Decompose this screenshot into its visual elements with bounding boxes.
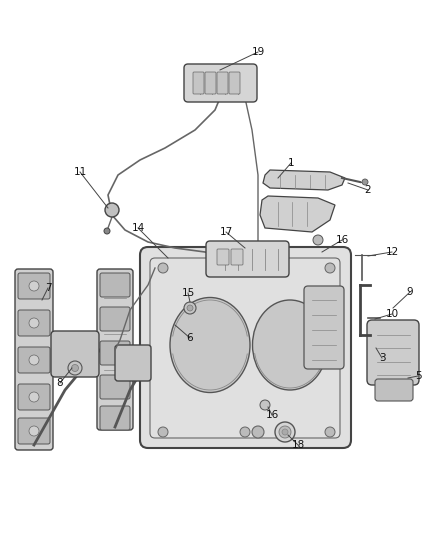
Circle shape xyxy=(158,263,168,273)
Text: 10: 10 xyxy=(385,309,399,319)
FancyBboxPatch shape xyxy=(18,384,50,410)
Polygon shape xyxy=(260,196,335,232)
Text: 16: 16 xyxy=(265,410,279,420)
Circle shape xyxy=(187,305,193,311)
Circle shape xyxy=(29,392,39,402)
FancyBboxPatch shape xyxy=(304,286,344,369)
FancyBboxPatch shape xyxy=(217,72,228,94)
Circle shape xyxy=(325,427,335,437)
FancyBboxPatch shape xyxy=(18,418,50,444)
Circle shape xyxy=(29,355,39,365)
FancyBboxPatch shape xyxy=(97,269,133,430)
Polygon shape xyxy=(263,170,345,190)
Text: 5: 5 xyxy=(415,371,421,381)
Circle shape xyxy=(29,318,39,328)
Text: 16: 16 xyxy=(336,235,349,245)
Text: 14: 14 xyxy=(131,223,145,233)
Circle shape xyxy=(158,427,168,437)
Circle shape xyxy=(313,235,323,245)
FancyBboxPatch shape xyxy=(100,375,130,399)
FancyBboxPatch shape xyxy=(140,247,351,448)
Circle shape xyxy=(282,429,288,435)
Circle shape xyxy=(71,365,78,372)
FancyBboxPatch shape xyxy=(100,341,130,365)
Circle shape xyxy=(29,426,39,436)
Circle shape xyxy=(240,263,250,273)
Circle shape xyxy=(184,302,196,314)
FancyBboxPatch shape xyxy=(206,241,289,277)
FancyBboxPatch shape xyxy=(193,72,204,94)
FancyBboxPatch shape xyxy=(367,320,419,385)
Circle shape xyxy=(68,361,82,375)
Text: 9: 9 xyxy=(407,287,413,297)
FancyBboxPatch shape xyxy=(100,406,130,430)
Text: 7: 7 xyxy=(45,283,51,293)
Circle shape xyxy=(240,427,250,437)
Ellipse shape xyxy=(252,300,328,390)
FancyBboxPatch shape xyxy=(18,347,50,373)
Text: 12: 12 xyxy=(385,247,399,257)
Text: 19: 19 xyxy=(251,47,265,57)
FancyBboxPatch shape xyxy=(205,72,216,94)
FancyBboxPatch shape xyxy=(184,64,257,102)
Circle shape xyxy=(29,281,39,291)
FancyBboxPatch shape xyxy=(18,273,50,299)
Circle shape xyxy=(104,228,110,234)
FancyBboxPatch shape xyxy=(100,273,130,297)
Circle shape xyxy=(325,263,335,273)
Circle shape xyxy=(252,257,264,269)
FancyBboxPatch shape xyxy=(18,310,50,336)
Text: 1: 1 xyxy=(288,158,294,168)
FancyBboxPatch shape xyxy=(51,331,99,377)
Text: 18: 18 xyxy=(291,440,304,450)
Ellipse shape xyxy=(170,297,250,392)
Circle shape xyxy=(279,426,291,438)
Text: 17: 17 xyxy=(219,227,233,237)
Text: 8: 8 xyxy=(57,378,64,388)
FancyBboxPatch shape xyxy=(375,379,413,401)
Circle shape xyxy=(105,203,119,217)
FancyBboxPatch shape xyxy=(15,269,53,450)
Text: 15: 15 xyxy=(181,288,194,298)
FancyBboxPatch shape xyxy=(115,345,151,381)
Text: 6: 6 xyxy=(187,333,193,343)
FancyBboxPatch shape xyxy=(217,249,229,265)
FancyBboxPatch shape xyxy=(229,72,240,94)
FancyBboxPatch shape xyxy=(100,307,130,331)
Circle shape xyxy=(362,179,368,185)
FancyBboxPatch shape xyxy=(231,249,243,265)
Text: 11: 11 xyxy=(74,167,87,177)
Circle shape xyxy=(275,422,295,442)
Circle shape xyxy=(260,400,270,410)
Text: 3: 3 xyxy=(379,353,385,363)
Text: 2: 2 xyxy=(365,185,371,195)
Circle shape xyxy=(252,426,264,438)
